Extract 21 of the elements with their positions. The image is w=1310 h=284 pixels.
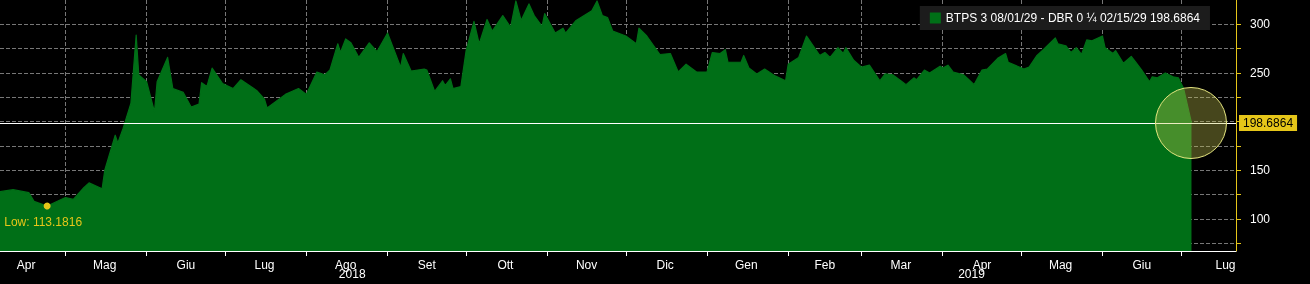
legend-label: BTPS 3 08/01/29 - DBR 0 ¼ 02/15/29 198.6864 [945, 11, 1201, 25]
x-tick-label: Mag [1048, 258, 1073, 272]
x-tick-label: Apr [16, 258, 36, 272]
x-tick-label: Gen [734, 258, 758, 272]
x-tick-label: Dic [656, 258, 674, 272]
x-tick-label: Giu [176, 258, 196, 272]
annotation: Low: 113.1816 [4, 214, 83, 229]
y-tick-label: 250 [1250, 65, 1271, 80]
x-tick-label: Mar [890, 258, 912, 272]
x-tick-label: Ott [497, 258, 515, 272]
y-tick-label: 150 [1250, 163, 1271, 178]
x-tick-label: Mag [93, 258, 117, 272]
y-tick-label: 100 [1250, 211, 1271, 226]
y-tick-label: 300 [1250, 17, 1271, 32]
x-tick-label: Nov [575, 258, 598, 272]
x-tick-label: Feb [814, 258, 836, 272]
x-tick-label: Set [417, 258, 437, 272]
x-tick-label: Lug [1215, 258, 1236, 272]
ref-line-label: 198.6864 [1243, 115, 1294, 130]
x-tick-label: Lug [254, 258, 275, 272]
x-tick-label: Giu [1132, 258, 1152, 272]
